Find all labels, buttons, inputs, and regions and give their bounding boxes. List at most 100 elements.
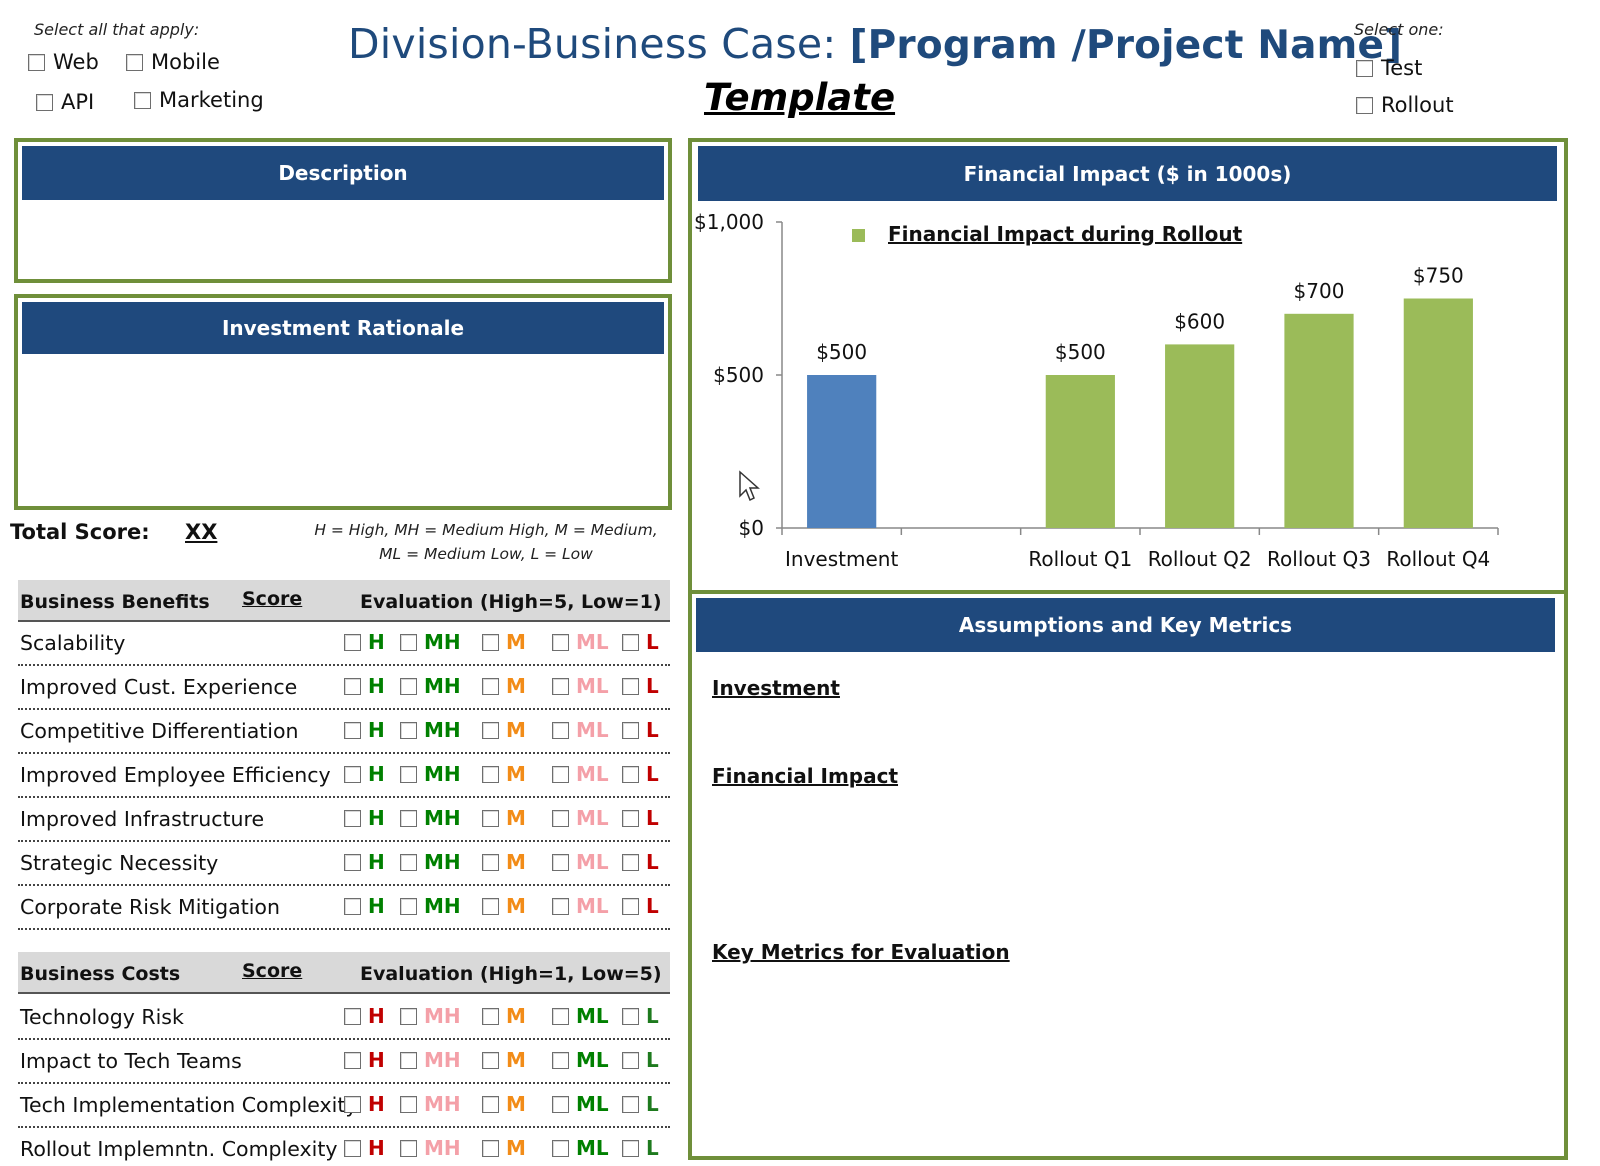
rating-checkbox[interactable] [482, 1051, 499, 1069]
rating-option-m[interactable]: M [482, 806, 526, 830]
rating-option-l[interactable]: L [622, 630, 659, 654]
rating-option-mh[interactable]: MH [400, 1048, 461, 1072]
rating-checkbox[interactable] [622, 897, 639, 915]
rating-option-m[interactable]: M [482, 674, 526, 698]
mobile-option[interactable]: Mobile [126, 50, 220, 74]
rating-option-ml[interactable]: ML [552, 1004, 609, 1028]
rating-option-ml[interactable]: ML [552, 1092, 609, 1116]
rating-checkbox[interactable] [622, 853, 639, 871]
rating-option-ml[interactable]: ML [552, 1136, 609, 1160]
api-option[interactable]: API [36, 90, 94, 114]
rating-checkbox[interactable] [552, 1095, 569, 1113]
test-checkbox[interactable] [1356, 59, 1373, 77]
rating-option-l[interactable]: L [622, 674, 659, 698]
rating-checkbox[interactable] [552, 1007, 569, 1025]
rating-option-h[interactable]: H [344, 630, 385, 654]
rating-option-m[interactable]: M [482, 894, 526, 918]
rating-checkbox[interactable] [482, 1139, 499, 1157]
rating-checkbox[interactable] [552, 1139, 569, 1157]
rating-checkbox[interactable] [552, 677, 569, 695]
rating-checkbox[interactable] [552, 809, 569, 827]
rating-checkbox[interactable] [344, 1051, 361, 1069]
rating-checkbox[interactable] [622, 1095, 639, 1113]
rating-option-mh[interactable]: MH [400, 630, 461, 654]
rating-option-m[interactable]: M [482, 850, 526, 874]
rating-option-mh[interactable]: MH [400, 1136, 461, 1160]
rating-option-m[interactable]: M [482, 1048, 526, 1072]
rating-checkbox[interactable] [344, 897, 361, 915]
rating-checkbox[interactable] [552, 897, 569, 915]
rating-checkbox[interactable] [552, 633, 569, 651]
rating-checkbox[interactable] [622, 809, 639, 827]
rating-option-mh[interactable]: MH [400, 806, 461, 830]
rating-option-ml[interactable]: ML [552, 850, 609, 874]
rating-option-mh[interactable]: MH [400, 718, 461, 742]
rating-checkbox[interactable] [344, 1139, 361, 1157]
rating-checkbox[interactable] [344, 809, 361, 827]
rating-option-mh[interactable]: MH [400, 850, 461, 874]
rating-checkbox[interactable] [344, 1095, 361, 1113]
rating-option-ml[interactable]: ML [552, 630, 609, 654]
rating-option-m[interactable]: M [482, 1092, 526, 1116]
rating-checkbox[interactable] [622, 633, 639, 651]
rating-checkbox[interactable] [344, 677, 361, 695]
marketing-option[interactable]: Marketing [134, 88, 264, 112]
rating-option-ml[interactable]: ML [552, 762, 609, 786]
rating-checkbox[interactable] [482, 721, 499, 739]
rating-option-l[interactable]: L [622, 1048, 659, 1072]
rating-option-l[interactable]: L [622, 762, 659, 786]
rating-option-mh[interactable]: MH [400, 674, 461, 698]
rating-checkbox[interactable] [482, 897, 499, 915]
rating-option-mh[interactable]: MH [400, 894, 461, 918]
rating-checkbox[interactable] [400, 677, 417, 695]
rating-option-ml[interactable]: ML [552, 1048, 609, 1072]
rating-option-h[interactable]: H [344, 806, 385, 830]
rating-checkbox[interactable] [482, 633, 499, 651]
rollout-option[interactable]: Rollout [1356, 93, 1454, 117]
rating-option-h[interactable]: H [344, 1004, 385, 1028]
rating-checkbox[interactable] [552, 765, 569, 783]
rating-option-m[interactable]: M [482, 1136, 526, 1160]
rating-checkbox[interactable] [482, 809, 499, 827]
rating-option-h[interactable]: H [344, 1092, 385, 1116]
rating-checkbox[interactable] [344, 721, 361, 739]
rating-checkbox[interactable] [482, 765, 499, 783]
rating-option-ml[interactable]: ML [552, 806, 609, 830]
rating-option-mh[interactable]: MH [400, 1004, 461, 1028]
rating-checkbox[interactable] [400, 721, 417, 739]
rating-checkbox[interactable] [482, 1007, 499, 1025]
rating-checkbox[interactable] [344, 853, 361, 871]
rating-option-h[interactable]: H [344, 1136, 385, 1160]
rating-checkbox[interactable] [400, 1139, 417, 1157]
rating-checkbox[interactable] [400, 1007, 417, 1025]
rating-option-m[interactable]: M [482, 718, 526, 742]
rating-option-h[interactable]: H [344, 762, 385, 786]
rollout-checkbox[interactable] [1356, 96, 1373, 114]
rating-checkbox[interactable] [622, 677, 639, 695]
mobile-checkbox[interactable] [126, 53, 143, 71]
marketing-checkbox[interactable] [134, 91, 151, 109]
rating-option-ml[interactable]: ML [552, 674, 609, 698]
rating-option-mh[interactable]: MH [400, 762, 461, 786]
rating-option-l[interactable]: L [622, 1136, 659, 1160]
rating-checkbox[interactable] [622, 1051, 639, 1069]
rating-checkbox[interactable] [552, 1051, 569, 1069]
rating-option-h[interactable]: H [344, 674, 385, 698]
rating-option-m[interactable]: M [482, 1004, 526, 1028]
rating-checkbox[interactable] [400, 1095, 417, 1113]
rating-option-mh[interactable]: MH [400, 1092, 461, 1116]
rating-checkbox[interactable] [400, 897, 417, 915]
rating-checkbox[interactable] [400, 853, 417, 871]
rating-checkbox[interactable] [400, 633, 417, 651]
rating-option-h[interactable]: H [344, 894, 385, 918]
rating-checkbox[interactable] [552, 721, 569, 739]
rating-checkbox[interactable] [400, 1051, 417, 1069]
rating-option-l[interactable]: L [622, 1092, 659, 1116]
rating-checkbox[interactable] [400, 765, 417, 783]
rating-option-m[interactable]: M [482, 762, 526, 786]
rating-option-ml[interactable]: ML [552, 894, 609, 918]
rating-checkbox[interactable] [344, 633, 361, 651]
rating-option-ml[interactable]: ML [552, 718, 609, 742]
rating-option-l[interactable]: L [622, 718, 659, 742]
rating-option-m[interactable]: M [482, 630, 526, 654]
